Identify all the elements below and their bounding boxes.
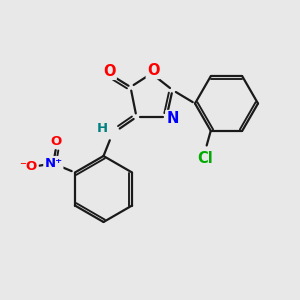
Text: O: O <box>147 63 159 78</box>
Text: N⁺: N⁺ <box>44 157 62 170</box>
Text: N: N <box>166 111 179 126</box>
Text: H: H <box>96 122 108 135</box>
Text: O: O <box>103 64 116 79</box>
Text: O: O <box>51 135 62 148</box>
Text: ⁻O: ⁻O <box>19 160 38 173</box>
Text: Cl: Cl <box>197 152 213 166</box>
